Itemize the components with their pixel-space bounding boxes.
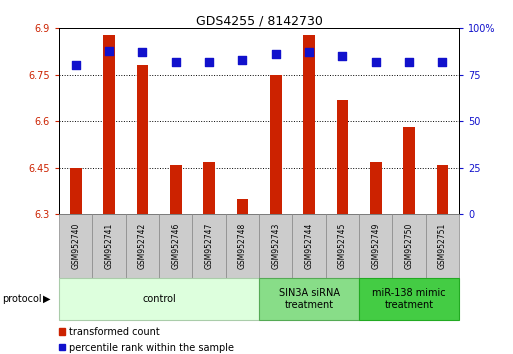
- Bar: [159, 214, 192, 278]
- Bar: [359, 278, 459, 320]
- Bar: [203, 161, 215, 214]
- Bar: [303, 35, 315, 214]
- Bar: [170, 165, 182, 214]
- Bar: [136, 65, 148, 214]
- Text: GSM952740: GSM952740: [71, 223, 80, 269]
- Text: GSM952750: GSM952750: [405, 223, 413, 269]
- Bar: [92, 214, 126, 278]
- Bar: [59, 214, 92, 278]
- Text: miR-138 mimic
treatment: miR-138 mimic treatment: [372, 288, 446, 310]
- Point: [371, 59, 380, 65]
- Bar: [259, 278, 359, 320]
- Text: GSM952742: GSM952742: [138, 223, 147, 269]
- Bar: [437, 165, 448, 214]
- Point: [138, 50, 147, 55]
- Point: [238, 57, 246, 63]
- Text: control: control: [142, 294, 176, 304]
- Bar: [103, 35, 115, 214]
- Text: GSM952749: GSM952749: [371, 223, 380, 269]
- Bar: [370, 161, 382, 214]
- Bar: [70, 168, 82, 214]
- Text: GSM952741: GSM952741: [105, 223, 113, 269]
- Point: [105, 48, 113, 53]
- Point: [438, 59, 446, 65]
- Bar: [403, 127, 415, 214]
- Text: GSM952745: GSM952745: [338, 223, 347, 269]
- Bar: [337, 99, 348, 214]
- Point: [338, 53, 346, 59]
- Point: [271, 51, 280, 57]
- Bar: [126, 214, 159, 278]
- Bar: [392, 214, 426, 278]
- Bar: [226, 214, 259, 278]
- Text: percentile rank within the sample: percentile rank within the sample: [69, 343, 234, 353]
- Bar: [236, 199, 248, 214]
- Text: SIN3A siRNA
treatment: SIN3A siRNA treatment: [279, 288, 340, 310]
- Text: GSM952747: GSM952747: [205, 223, 213, 269]
- Text: GSM952751: GSM952751: [438, 223, 447, 269]
- Text: transformed count: transformed count: [69, 327, 160, 337]
- Bar: [259, 214, 292, 278]
- Point: [405, 59, 413, 65]
- Text: GSM952748: GSM952748: [238, 223, 247, 269]
- Title: GDS4255 / 8142730: GDS4255 / 8142730: [195, 14, 323, 27]
- Point: [205, 59, 213, 65]
- Bar: [326, 214, 359, 278]
- Bar: [59, 278, 259, 320]
- Bar: [426, 214, 459, 278]
- Bar: [192, 214, 226, 278]
- Text: GSM952743: GSM952743: [271, 223, 280, 269]
- Text: GSM952746: GSM952746: [171, 223, 180, 269]
- Bar: [292, 214, 326, 278]
- Text: protocol: protocol: [3, 294, 42, 304]
- Text: ▶: ▶: [43, 294, 50, 304]
- Text: GSM952744: GSM952744: [305, 223, 313, 269]
- Point: [305, 50, 313, 55]
- Point: [171, 59, 180, 65]
- Bar: [359, 214, 392, 278]
- Bar: [270, 75, 282, 214]
- Point: [71, 63, 80, 68]
